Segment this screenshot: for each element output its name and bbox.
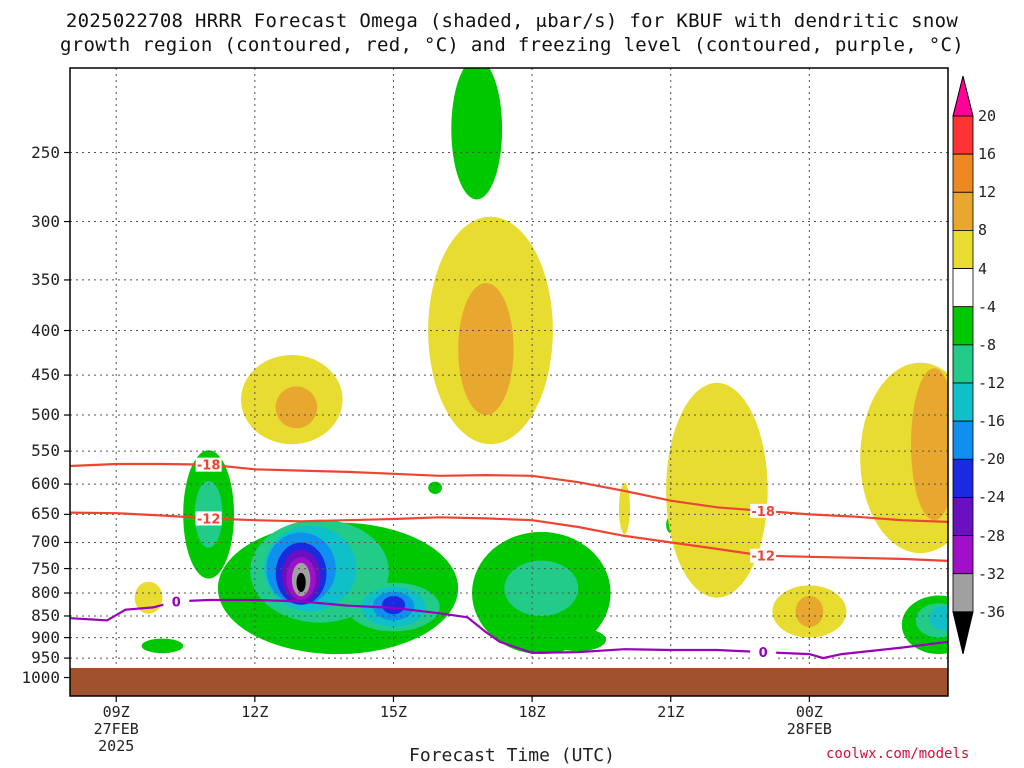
x-tick-label: 15Z — [379, 703, 408, 721]
x-tick-label: 12Z — [241, 703, 269, 721]
y-tick-label: 850 — [31, 605, 60, 625]
plot-frame — [69, 67, 949, 697]
omega-region-34 — [911, 368, 948, 521]
omega-region-33 — [275, 386, 318, 429]
y-tick-label: 550 — [31, 441, 60, 461]
omega-region-27 — [666, 382, 768, 598]
y-tick-label: 300 — [31, 211, 60, 231]
x-tick-sublabel: 27FEB — [93, 720, 139, 738]
colorbar-tick-label: 8 — [978, 221, 988, 240]
contour-label-bg-2-1 — [750, 645, 777, 660]
contour-label-1-1: -12 — [751, 550, 775, 565]
omega-region-31 — [619, 482, 630, 535]
omega-region-16 — [929, 606, 948, 631]
colorbar-tick-label: 20 — [978, 107, 997, 125]
colorbar-tick-label: 4 — [978, 259, 988, 278]
contour-label-0-1: -18 — [751, 505, 775, 520]
contour-lines: -18 -18 -12 -12 0 0 — [70, 457, 948, 661]
y-tick-label: 400 — [31, 320, 60, 340]
x-tick-sublabel: 2025 — [98, 737, 135, 755]
colorbar-tick-label: -20 — [978, 450, 1006, 469]
colorbar-tick-label: -4 — [978, 297, 997, 316]
omega-region-0 — [451, 68, 503, 200]
colorbar-segment-3 — [952, 191, 974, 231]
y-tick-label: 950 — [31, 648, 60, 668]
y-tick-label: 900 — [31, 627, 60, 647]
x-tick-label: 21Z — [657, 703, 685, 721]
colorbar-segment-8 — [952, 382, 974, 422]
omega-region-8 — [428, 481, 442, 494]
contour-label-1-0: -12 — [197, 512, 221, 527]
colorbar-segment-10 — [952, 458, 974, 498]
contour-label-bg-0-0 — [195, 457, 222, 472]
colorbar-tick-label: -28 — [978, 526, 1006, 545]
colorbar-segment-6 — [952, 306, 974, 346]
x-tick-sublabel: 28FEB — [786, 720, 832, 738]
y-tick-label: 600 — [31, 474, 60, 494]
omega-region-11 — [504, 560, 579, 616]
colorbar-segment-1 — [952, 115, 974, 155]
y-tick-label: 800 — [31, 583, 60, 602]
colorbar — [952, 75, 974, 654]
y-tick-label: 1000 — [21, 667, 60, 687]
omega-region-35 — [795, 596, 824, 627]
omega-region-24 — [296, 572, 306, 593]
contour-label-bg-1-0 — [195, 511, 222, 526]
chart-title-line2: growth region (contoured, red, °C) and f… — [60, 34, 964, 56]
colorbar-segment-4 — [952, 230, 974, 269]
omega-region-5 — [550, 628, 606, 652]
chart-title-line1: 2025022708 HRRR Forecast Omega (shaded, … — [65, 10, 959, 32]
contour-label-2-0: 0 — [172, 595, 181, 610]
contour-label-bg-1-1 — [750, 548, 777, 563]
colorbar-tick-label: -16 — [978, 412, 1006, 431]
y-tick-label: 700 — [31, 532, 60, 552]
contour-label-0-0: -18 — [197, 459, 221, 474]
omega-region-20 — [381, 596, 406, 615]
y-tick-label: 500 — [31, 405, 60, 424]
colorbar-segment-5 — [952, 268, 974, 308]
colorbar-tick-label: -12 — [978, 374, 1006, 392]
x-axis-title: Forecast Time (UTC) — [409, 745, 615, 766]
colorbar-bottom-arrow — [952, 611, 974, 654]
credit-text: coolwx.com/models — [826, 746, 970, 762]
y-tick-label: 650 — [31, 504, 60, 524]
colorbar-tick-label: -8 — [978, 335, 997, 354]
colorbar-tick-label: -32 — [978, 564, 1006, 583]
terrain-bar — [70, 668, 948, 696]
colorbar-segment-12 — [952, 535, 974, 575]
omega-region-4 — [141, 638, 184, 654]
colorbar-tick-label: 16 — [978, 145, 997, 164]
colorbar-segment-2 — [952, 153, 974, 193]
colorbar-segment-9 — [952, 420, 974, 460]
axis-ticks — [64, 151, 810, 702]
y-tick-label: 750 — [31, 558, 60, 578]
x-tick-label: 00Z — [795, 703, 823, 721]
contour-label-bg-0-1 — [750, 503, 777, 518]
x-tick-label: 18Z — [518, 703, 546, 721]
y-tick-label: 250 — [31, 142, 60, 162]
y-tick-label: 450 — [31, 365, 60, 385]
omega-region-32 — [458, 283, 514, 415]
colorbar-tick-label: -36 — [978, 602, 1006, 621]
colorbar-tick-label: -24 — [978, 488, 1006, 507]
colorbar-segment-7 — [952, 344, 974, 384]
x-tick-label: 09Z — [102, 703, 130, 721]
colorbar-top-arrow — [952, 75, 974, 117]
colorbar-segment-13 — [952, 573, 974, 613]
contour-label-bg-2-0 — [163, 594, 190, 609]
y-tick-label: 350 — [31, 269, 60, 289]
colorbar-segment-11 — [952, 497, 974, 536]
contour-label-2-1: 0 — [759, 646, 768, 661]
colorbar-tick-label: 12 — [978, 183, 997, 202]
